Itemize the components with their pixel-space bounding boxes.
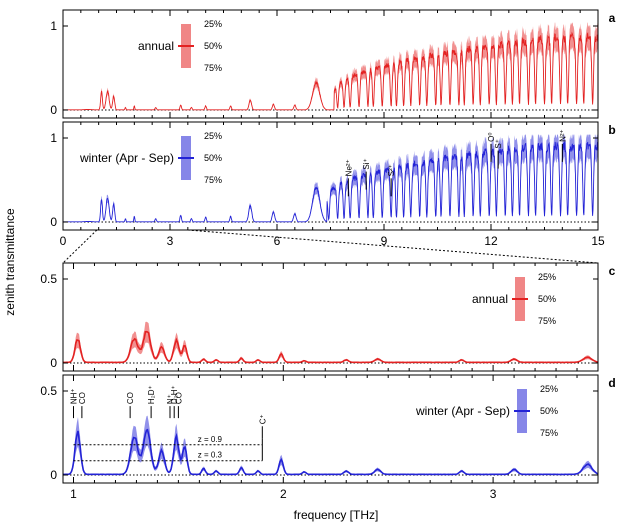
z-label: z = 0.9 bbox=[198, 435, 223, 444]
panel-a: 0 1 a 25% 50% 75% annual bbox=[50, 9, 616, 119]
panel-label: c bbox=[609, 264, 616, 278]
line-label: D₂H⁺ bbox=[170, 385, 179, 404]
x-tick-label: 0 bbox=[60, 234, 67, 248]
panel-frame bbox=[62, 374, 599, 484]
panel-label: b bbox=[608, 123, 615, 137]
legend-level: 50% bbox=[538, 294, 556, 304]
line-label: C⁺ bbox=[258, 414, 267, 424]
legend-level: 25% bbox=[540, 384, 558, 394]
zoom-connector-right bbox=[187, 229, 599, 264]
x-axis-label: frequency [THz] bbox=[294, 508, 379, 522]
line-label: CO bbox=[78, 392, 87, 404]
line-label: N⁺ bbox=[166, 394, 175, 404]
legend-level: 75% bbox=[204, 175, 222, 185]
line-label: CO bbox=[174, 392, 183, 404]
legend-title: winter (Apr - Sep) bbox=[415, 404, 510, 418]
median-line bbox=[62, 428, 599, 476]
y-tick-label: 1 bbox=[50, 131, 57, 145]
panel-b: 0 1 0 3 6 9 12 15 b 25% 50% 75% winter (Apr - Sep) Ne… bbox=[50, 121, 616, 248]
y-tick-label: 0 bbox=[50, 356, 57, 370]
median-line bbox=[63, 140, 599, 223]
quartile-band bbox=[63, 22, 598, 110]
x-tick-label: 6 bbox=[274, 234, 281, 248]
y-tick-label: 0 bbox=[50, 468, 57, 482]
panel-c: 0 0.5 c 25% 50% 75% annual bbox=[40, 262, 616, 372]
median-line bbox=[63, 31, 599, 111]
line-label: N²⁺ bbox=[558, 129, 567, 142]
y-tick-label: 1 bbox=[50, 19, 57, 33]
x-tick-label: 9 bbox=[381, 234, 388, 248]
line-label: O⁰ bbox=[487, 132, 496, 141]
legend-title: annual bbox=[138, 39, 174, 53]
x-tick-label: 1 bbox=[70, 487, 77, 501]
line-label: CO bbox=[126, 392, 135, 404]
line-label: S⁺ bbox=[494, 139, 503, 149]
quartile-band bbox=[63, 134, 598, 222]
zoom-connector-left bbox=[62, 229, 98, 264]
x-tick-label: 2 bbox=[280, 487, 287, 501]
x-tick-label: 12 bbox=[484, 234, 498, 248]
legend-level: 50% bbox=[204, 41, 222, 51]
line-label: NH⁺ bbox=[69, 388, 78, 404]
y-tick-label: 0.5 bbox=[40, 272, 57, 286]
panel-frame bbox=[62, 9, 599, 119]
y-tick-label: 0.5 bbox=[40, 384, 57, 398]
panel-frame bbox=[62, 262, 599, 372]
legend-level: 50% bbox=[540, 406, 558, 416]
legend-level: 25% bbox=[538, 272, 556, 282]
legend-title: annual bbox=[472, 292, 508, 306]
legend-level: 75% bbox=[540, 428, 558, 438]
y-tick-label: 0 bbox=[50, 103, 57, 117]
legend-level: 50% bbox=[204, 153, 222, 163]
x-tick-label: 3 bbox=[167, 234, 174, 248]
z-label: z = 0.3 bbox=[198, 451, 223, 460]
legend-level: 75% bbox=[204, 63, 222, 73]
panel-label: a bbox=[609, 11, 616, 25]
x-tick-label: 3 bbox=[490, 487, 497, 501]
line-label: H₂D⁺ bbox=[147, 385, 156, 404]
line-label: S²⁺ bbox=[387, 164, 396, 176]
line-label: Si⁺ bbox=[362, 158, 371, 169]
legend-level: 25% bbox=[204, 131, 222, 141]
line-label: Ne²⁺ bbox=[344, 159, 353, 176]
median-line bbox=[62, 330, 599, 364]
legend-level: 25% bbox=[204, 19, 222, 29]
legend-level: 75% bbox=[538, 316, 556, 326]
panel-frame bbox=[62, 121, 599, 231]
panel-label: d bbox=[608, 376, 615, 390]
y-axis-label: zenith transmittance bbox=[3, 208, 17, 316]
x-tick-label: 15 bbox=[591, 234, 605, 248]
y-tick-label: 0 bbox=[50, 215, 57, 229]
legend-title: winter (Apr - Sep) bbox=[79, 151, 174, 165]
